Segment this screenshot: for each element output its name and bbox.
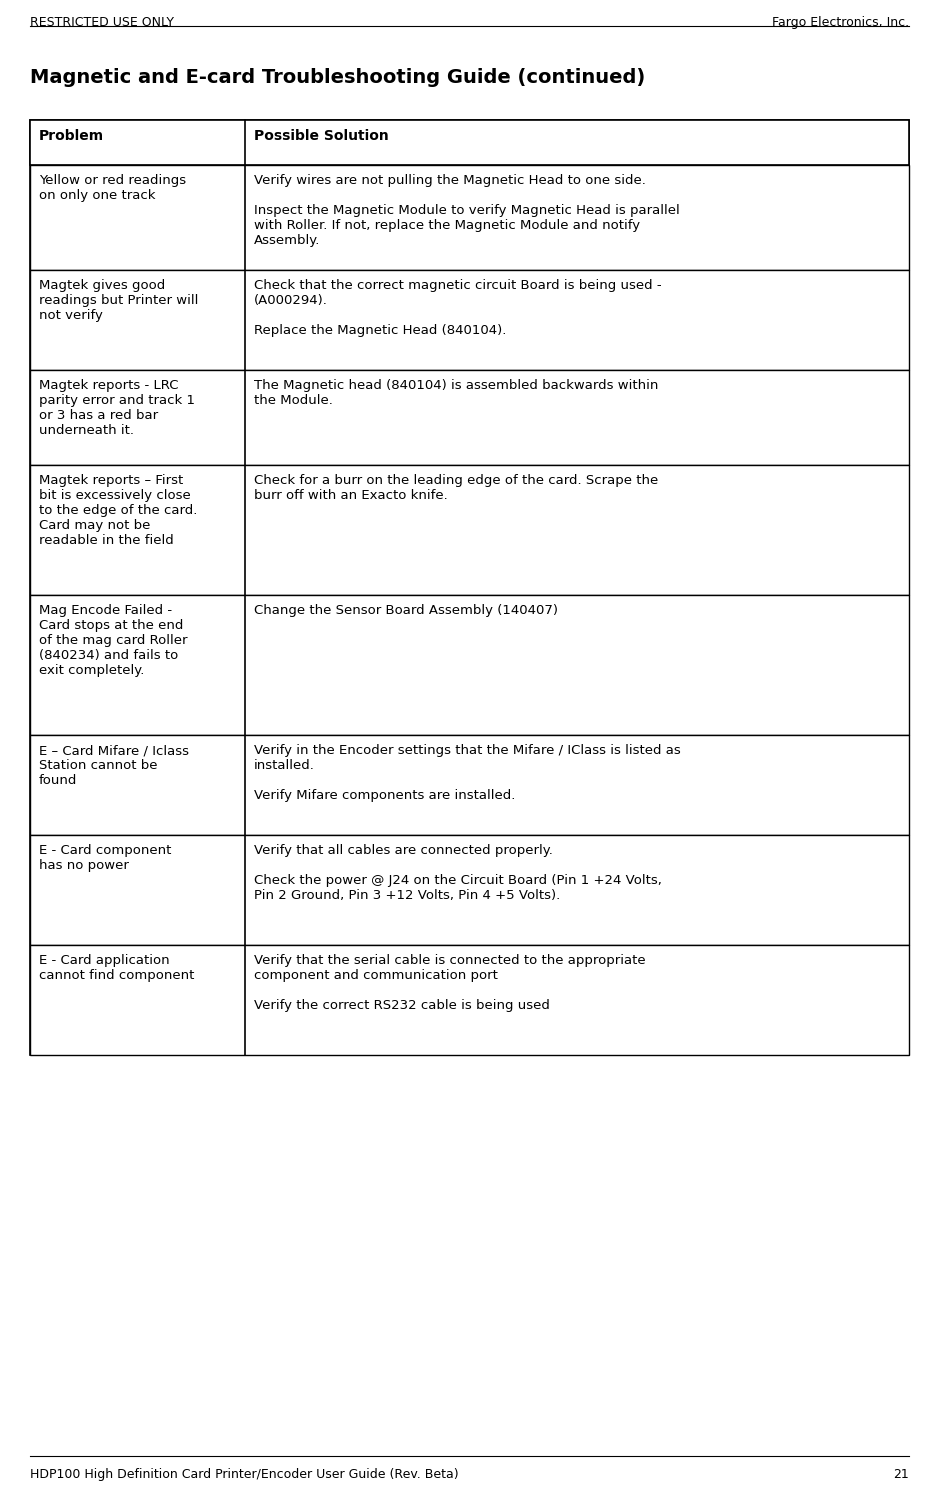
- Text: RESTRICTED USE ONLY: RESTRICTED USE ONLY: [30, 16, 174, 28]
- Text: Verify wires are not pulling the Magnetic Head to one side.

Inspect the Magneti: Verify wires are not pulling the Magneti…: [254, 174, 680, 247]
- Bar: [30, 735, 909, 835]
- Text: Magnetic and E-card Troubleshooting Guide (continued): Magnetic and E-card Troubleshooting Guid…: [30, 67, 645, 87]
- Bar: [30, 835, 909, 945]
- Bar: [30, 370, 909, 465]
- Text: Verify in the Encoder settings that the Mifare / IClass is listed as
installed.
: Verify in the Encoder settings that the …: [254, 744, 681, 802]
- Text: Magtek gives good
readings but Printer will
not verify: Magtek gives good readings but Printer w…: [39, 278, 198, 322]
- Text: The Magnetic head (840104) is assembled backwards within
the Module.: The Magnetic head (840104) is assembled …: [254, 378, 658, 407]
- Text: Yellow or red readings
on only one track: Yellow or red readings on only one track: [39, 174, 186, 202]
- Text: HDP100 High Definition Card Printer/Encoder User Guide (Rev. Beta): HDP100 High Definition Card Printer/Enco…: [30, 1468, 458, 1481]
- Text: Problem: Problem: [39, 129, 104, 144]
- Bar: [30, 120, 909, 165]
- Bar: [30, 269, 909, 370]
- Bar: [30, 945, 909, 1055]
- Text: Magtek reports – First
bit is excessively close
to the edge of the card.
Card ma: Magtek reports – First bit is excessivel…: [39, 474, 197, 548]
- Text: Check for a burr on the leading edge of the card. Scrape the
burr off with an Ex: Check for a burr on the leading edge of …: [254, 474, 658, 503]
- Text: Verify that the serial cable is connected to the appropriate
component and commu: Verify that the serial cable is connecte…: [254, 954, 646, 1011]
- Text: Fargo Electronics, Inc.: Fargo Electronics, Inc.: [772, 16, 909, 28]
- Text: Mag Encode Failed -
Card stops at the end
of the mag card Roller
(840234) and fa: Mag Encode Failed - Card stops at the en…: [39, 604, 188, 678]
- Text: Magtek reports - LRC
parity error and track 1
or 3 has a red bar
underneath it.: Magtek reports - LRC parity error and tr…: [39, 378, 195, 437]
- Text: E - Card application
cannot find component: E - Card application cannot find compone…: [39, 954, 194, 981]
- Bar: [30, 165, 909, 269]
- Text: E – Card Mifare / Iclass
Station cannot be
found: E – Card Mifare / Iclass Station cannot …: [39, 744, 189, 787]
- Bar: [30, 120, 909, 1055]
- Text: 21: 21: [893, 1468, 909, 1481]
- Text: Verify that all cables are connected properly.

Check the power @ J24 on the Cir: Verify that all cables are connected pro…: [254, 844, 662, 902]
- Text: E - Card component
has no power: E - Card component has no power: [39, 844, 172, 872]
- Text: Check that the correct magnetic circuit Board is being used -
(A000294).

Replac: Check that the correct magnetic circuit …: [254, 278, 662, 337]
- Bar: [30, 465, 909, 595]
- Text: Change the Sensor Board Assembly (140407): Change the Sensor Board Assembly (140407…: [254, 604, 558, 616]
- Bar: [30, 595, 909, 735]
- Text: Possible Solution: Possible Solution: [254, 129, 389, 144]
